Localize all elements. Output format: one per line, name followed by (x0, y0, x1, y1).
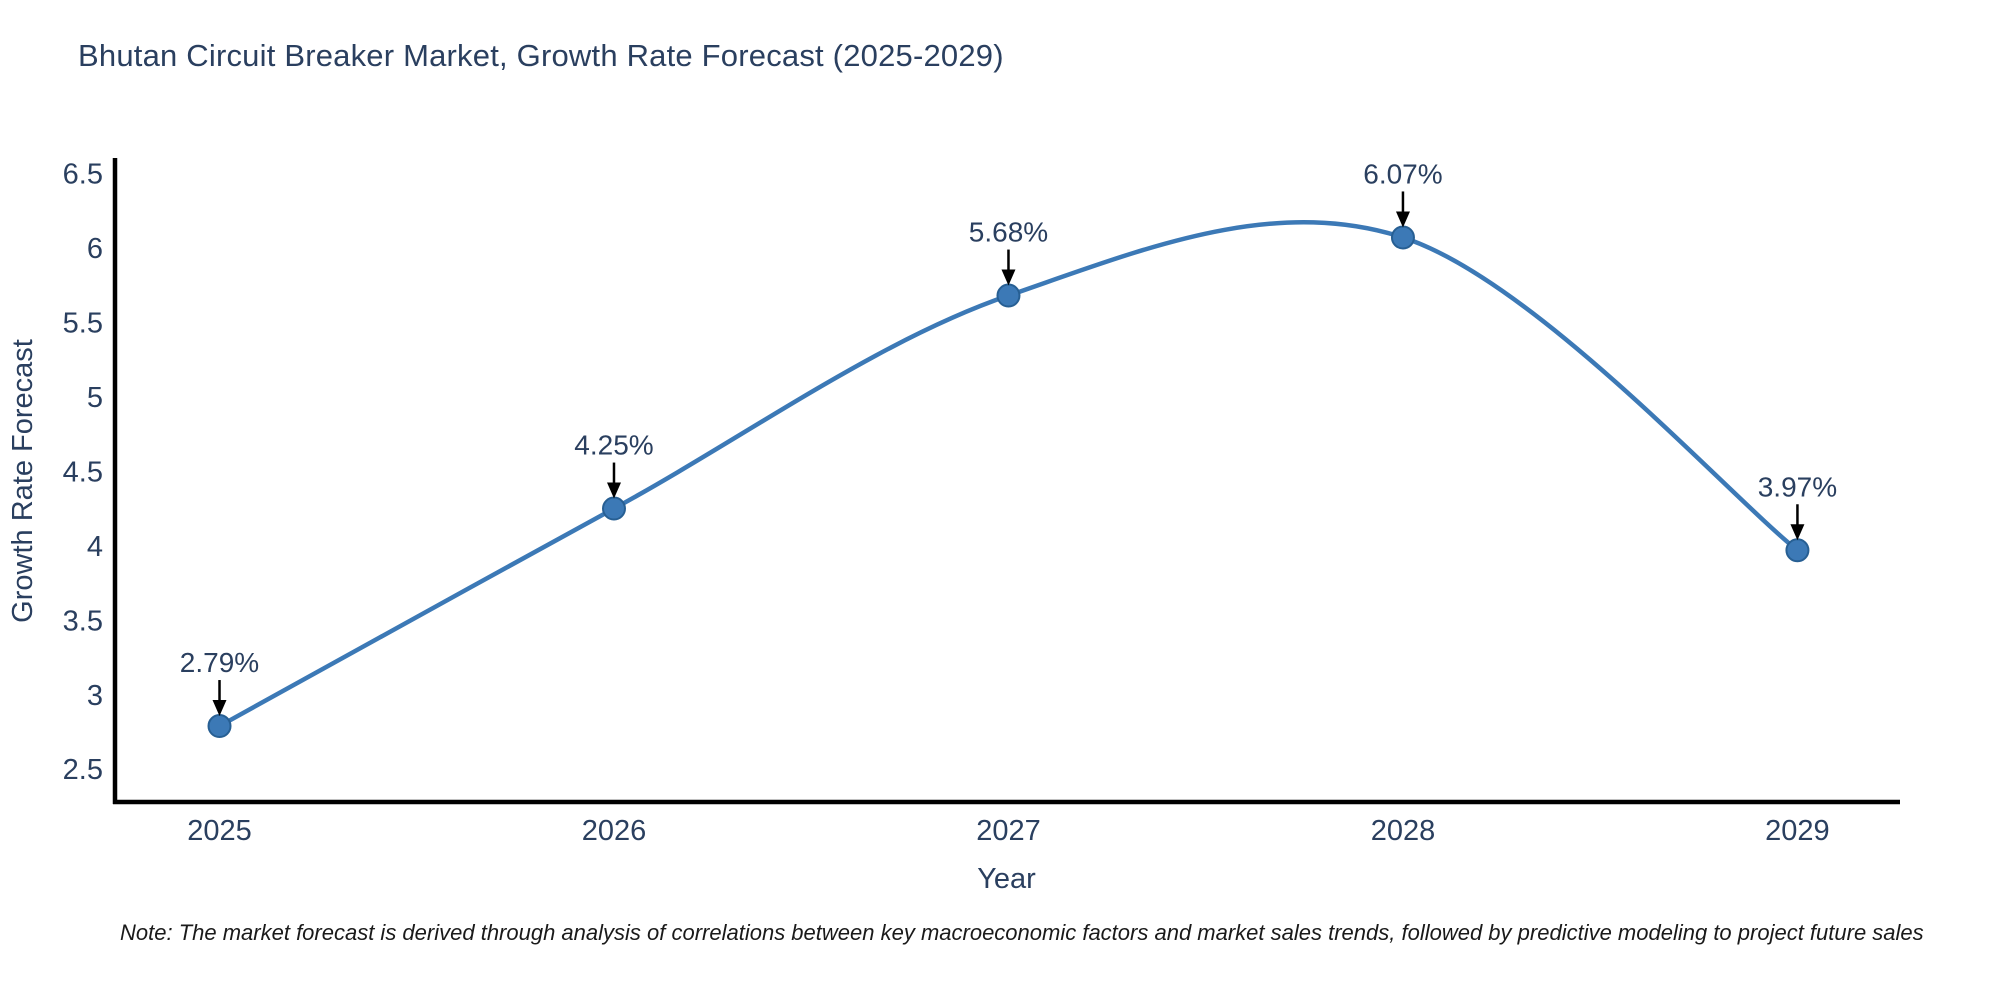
y-tick-label: 5 (87, 382, 103, 414)
y-tick-label: 6.5 (63, 158, 103, 190)
x-tick-label: 2025 (187, 815, 252, 847)
x-tick-label: 2026 (582, 815, 647, 847)
data-point-marker[interactable] (996, 283, 1021, 308)
y-axis-title: Growth Rate Forecast (7, 339, 39, 623)
data-point-marker[interactable] (1390, 225, 1415, 250)
data-point-label: 4.25% (574, 430, 653, 461)
data-point-label: 5.68% (969, 217, 1048, 248)
y-tick-label: 2.5 (63, 754, 103, 786)
data-point-label: 2.79% (180, 647, 259, 678)
footnote: Note: The market forecast is derived thr… (120, 920, 1924, 945)
x-tick-label: 2028 (1371, 815, 1436, 847)
y-tick-label: 5.5 (63, 307, 103, 339)
annotation-arrowhead-icon (212, 700, 227, 717)
y-tick-label: 4 (87, 531, 103, 563)
data-point-label: 6.07% (1363, 158, 1442, 189)
data-point-label: 3.97% (1758, 471, 1837, 502)
y-tick-label: 6 (87, 233, 103, 265)
annotation-arrowhead-icon (1001, 269, 1016, 286)
x-tick-label: 2029 (1765, 815, 1830, 847)
annotation-arrowhead-icon (1790, 524, 1805, 541)
data-point-marker[interactable] (207, 714, 232, 739)
x-tick-label: 2027 (976, 815, 1041, 847)
chart-title: Bhutan Circuit Breaker Market, Growth Ra… (78, 38, 1004, 73)
data-point-marker[interactable] (1785, 538, 1810, 563)
y-tick-label: 3 (87, 680, 103, 712)
y-tick-label: 3.5 (63, 605, 103, 637)
data-point-marker[interactable] (601, 496, 626, 521)
annotation-arrowhead-icon (606, 482, 621, 499)
y-tick-label: 4.5 (63, 456, 103, 488)
annotation-arrowhead-icon (1395, 211, 1410, 228)
x-axis-title: Year (977, 863, 1036, 895)
